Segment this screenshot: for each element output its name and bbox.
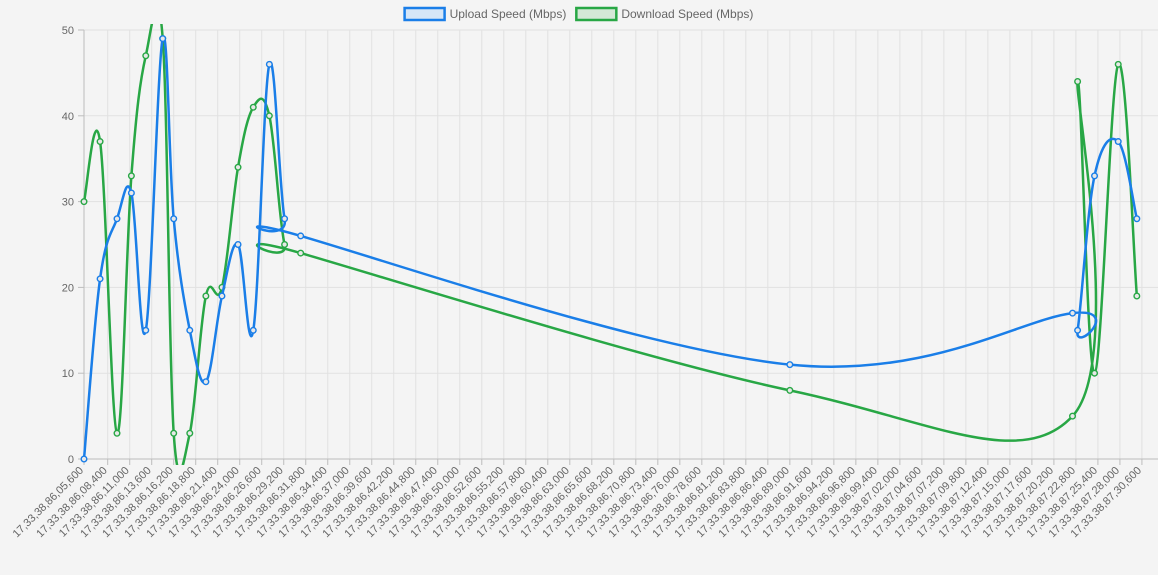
data-point[interactable] (297, 249, 305, 257)
data-point[interactable] (1074, 77, 1082, 85)
legend-label: Upload Speed (Mbps) (450, 7, 567, 21)
data-point[interactable] (297, 232, 305, 240)
y-tick-label: 20 (62, 282, 74, 294)
data-point[interactable] (96, 138, 104, 146)
legend[interactable]: Upload Speed (Mbps) Download Speed (Mbps) (403, 6, 754, 22)
axis-layer: 0102030405017,33,38,86,05,60017,33,38,86… (11, 25, 1158, 540)
y-tick-label: 40 (62, 111, 74, 123)
data-point[interactable] (202, 292, 210, 300)
data-point[interactable] (186, 429, 194, 437)
data-point[interactable] (265, 112, 273, 120)
data-point[interactable] (281, 240, 289, 248)
data-point[interactable] (142, 52, 150, 60)
data-point[interactable] (80, 455, 88, 463)
data-point[interactable] (186, 326, 194, 334)
data-point[interactable] (159, 35, 167, 43)
series-download (80, 24, 1141, 465)
legend-item-download[interactable]: Download Speed (Mbps) (575, 6, 753, 22)
legend-item-upload[interactable]: Upload Speed (Mbps) (403, 6, 567, 22)
data-point[interactable] (113, 215, 121, 223)
data-point[interactable] (96, 275, 104, 283)
data-point[interactable] (265, 60, 273, 68)
data-point[interactable] (249, 103, 257, 111)
y-tick-label: 10 (62, 368, 74, 380)
data-point[interactable] (127, 189, 135, 197)
data-point[interactable] (1069, 412, 1077, 420)
data-point[interactable] (786, 386, 794, 394)
data-point[interactable] (1133, 292, 1141, 300)
data-point[interactable] (113, 429, 121, 437)
series-line (82, 24, 1139, 465)
series-line (82, 35, 1139, 460)
data-point[interactable] (249, 326, 257, 334)
data-point[interactable] (170, 215, 178, 223)
y-tick-label: 0 (68, 454, 74, 466)
data-point[interactable] (1114, 60, 1122, 68)
data-point[interactable] (142, 326, 150, 334)
legend-label: Download Speed (Mbps) (621, 7, 753, 21)
grid-layer (83, 29, 1158, 460)
data-point[interactable] (170, 429, 178, 437)
data-point[interactable] (1133, 215, 1141, 223)
data-point[interactable] (1074, 326, 1082, 334)
series-layer (80, 24, 1141, 465)
data-point[interactable] (1114, 138, 1122, 146)
data-point[interactable] (1069, 309, 1077, 317)
data-point[interactable] (281, 215, 289, 223)
y-tick-label: 30 (62, 197, 74, 209)
data-point[interactable] (234, 240, 242, 248)
series-upload (80, 35, 1141, 463)
data-point[interactable] (234, 163, 242, 171)
data-point[interactable] (1091, 369, 1099, 377)
legend-swatch (403, 6, 446, 22)
y-tick-label: 50 (62, 25, 74, 37)
data-point[interactable] (80, 198, 88, 206)
data-point[interactable] (786, 361, 794, 369)
data-point[interactable] (218, 292, 226, 300)
data-point[interactable] (202, 378, 210, 386)
legend-swatch (575, 6, 618, 22)
data-point[interactable] (1091, 172, 1099, 180)
data-point[interactable] (127, 172, 135, 180)
